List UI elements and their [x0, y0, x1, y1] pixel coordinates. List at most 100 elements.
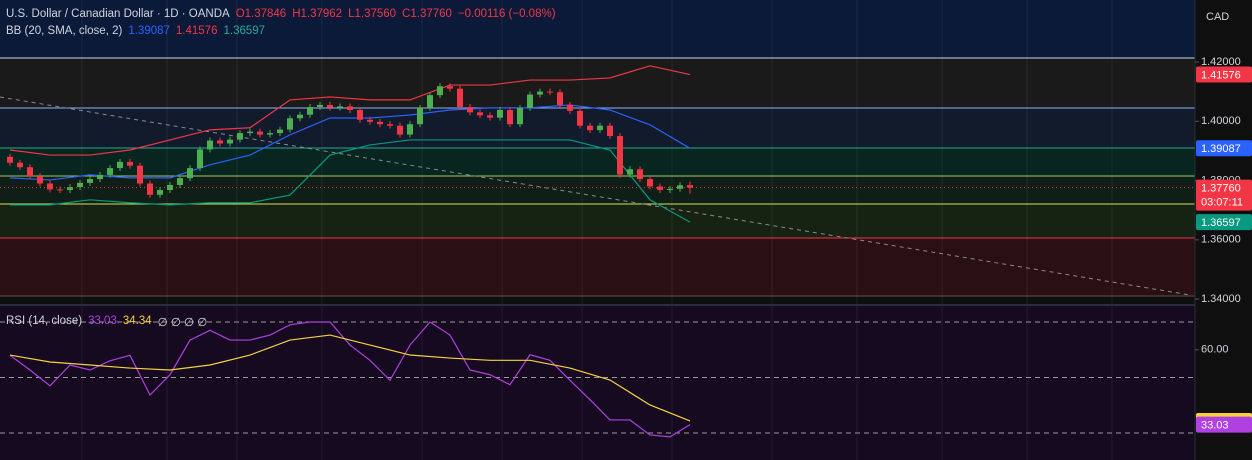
candle-body: [387, 124, 393, 126]
candle-body: [97, 174, 103, 180]
bb-legend: BB (20, SMA, close, 2) 1.39087 1.41576 1…: [6, 25, 265, 37]
zone: [0, 148, 1195, 176]
rsi-line: [9, 334, 691, 422]
band-price-label-box: [1196, 140, 1252, 157]
candle-body: [277, 129, 283, 134]
candle-body: [647, 179, 653, 187]
candle-body: [187, 168, 193, 179]
rsi-line: [9, 321, 691, 438]
rsi-title: RSI (14, close): [6, 315, 83, 327]
candle-body: [77, 182, 83, 188]
candle-body: [337, 106, 343, 108]
candle-body: [37, 176, 43, 184]
y-tick-label: 1.36000: [1201, 234, 1241, 246]
candle-body: [607, 125, 613, 137]
rsi-legend: RSI (14, close) 33.03 34.34 ∅ ∅ ∅ ∅: [6, 315, 207, 329]
candle-body: [637, 169, 643, 180]
candle-body: [427, 95, 433, 108]
countdown: 03:07:11: [1201, 197, 1243, 209]
candle-body: [587, 125, 593, 131]
candle-body: [447, 86, 453, 89]
ohlc-high: H1.37962: [292, 8, 343, 20]
candle-body: [227, 139, 233, 144]
candle-body: [597, 125, 603, 131]
candle-body: [17, 162, 23, 168]
rsi-value-label-box: [1196, 416, 1252, 433]
last-price-box: [1196, 179, 1252, 211]
rsi-pane: [0, 306, 1195, 460]
candle-body: [407, 124, 413, 135]
candle-body: [7, 156, 13, 163]
candle-body: [347, 106, 353, 110]
candle-body: [127, 161, 133, 166]
candle-body: [107, 168, 113, 175]
candle-body: [137, 165, 143, 184]
candle-body: [57, 189, 63, 191]
candle-body: [207, 140, 213, 150]
candle-body: [117, 161, 123, 169]
y-tick-label: 1.42000: [1201, 56, 1241, 68]
candle-body: [177, 178, 183, 185]
band-price-label: 1.41576: [1201, 69, 1241, 81]
bb-label: BB (20, SMA, close, 2): [6, 25, 123, 37]
candle-body: [497, 109, 503, 118]
bollinger-band: [10, 139, 691, 223]
candle-body: [327, 104, 333, 108]
candle-body: [157, 190, 163, 195]
candle-body: [87, 179, 93, 183]
bb-upper: 1.41576: [175, 25, 218, 37]
y-tick-label: 1.40000: [1201, 115, 1241, 127]
candle-body: [397, 125, 403, 135]
candle-body: [627, 169, 633, 175]
candle-body: [247, 131, 253, 134]
candle-body: [47, 183, 53, 190]
candle-body: [477, 112, 483, 116]
candle-body: [617, 136, 623, 175]
rsi-ma-value: 34.34: [122, 315, 152, 327]
candle-body: [557, 92, 563, 105]
candle-body: [257, 131, 263, 135]
bollinger-band: [9, 104, 691, 181]
candle-body: [377, 121, 383, 125]
ohlc-low: L1.37560: [348, 8, 397, 20]
candle-body: [517, 107, 523, 125]
zone: [0, 204, 1195, 238]
candle-body: [217, 140, 223, 144]
candle-body: [307, 107, 313, 115]
band-price-label-box: [1196, 214, 1252, 231]
rsi-value: 33.03: [88, 315, 117, 327]
candle-body: [297, 114, 303, 119]
symbol-legend: U.S. Dollar / Canadian Dollar · 1D · OAN…: [6, 8, 556, 20]
band-price-label-box: [1196, 66, 1252, 83]
candle-body: [527, 94, 533, 108]
bb-lower: 1.36597: [223, 25, 266, 37]
currency: CAD: [1206, 11, 1229, 23]
ohlc-open: O1.37846: [235, 8, 287, 20]
zone: [0, 238, 1195, 296]
symbol: U.S. Dollar / Canadian Dollar · 1D · OAN…: [6, 8, 230, 20]
rsi-value-label: 33.03: [1201, 420, 1229, 432]
candle-body: [687, 185, 693, 188]
candle-body: [467, 107, 473, 113]
candle-body: [507, 109, 513, 125]
change: −0.00116 (−0.08%): [457, 8, 556, 20]
candle-body: [547, 91, 553, 93]
candle-body: [677, 185, 683, 189]
candle-body: [267, 133, 273, 135]
candle-body: [537, 91, 543, 95]
band-price-label: 1.36597: [1201, 217, 1241, 229]
vertical-grid: [81, 0, 1113, 460]
zone: [0, 176, 1195, 204]
candle-body: [657, 186, 663, 191]
candle-body: [667, 188, 673, 191]
candle-body: [197, 149, 203, 169]
candle-body: [237, 133, 243, 140]
candle-body: [457, 88, 463, 108]
candle-body: [417, 107, 423, 125]
last-price-label: 1.37760: [1201, 183, 1241, 195]
candle-body: [577, 110, 583, 126]
ohlc-close: C1.37760: [402, 8, 452, 20]
zone: [0, 58, 1195, 108]
